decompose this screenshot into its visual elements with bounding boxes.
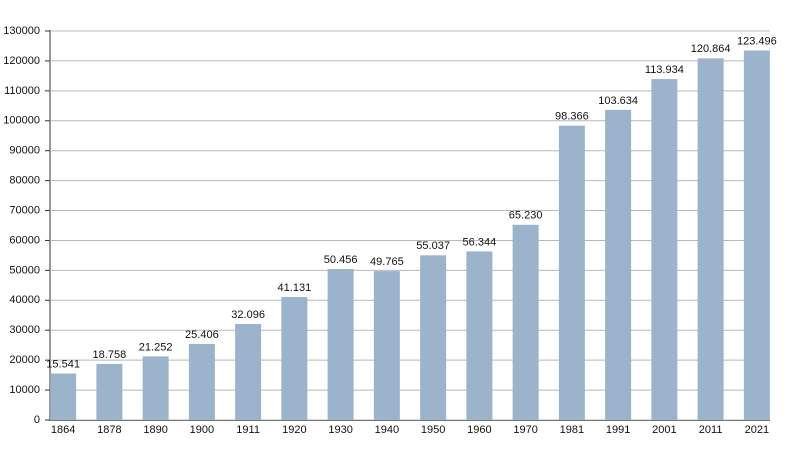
bar	[743, 50, 770, 420]
bar	[281, 296, 308, 420]
x-tick-label: 2011	[699, 424, 723, 436]
value-label: 49.765	[370, 256, 404, 268]
x-tick-label: 1900	[190, 424, 214, 436]
bar	[512, 224, 539, 420]
x-tick-label: 1920	[282, 424, 306, 436]
x-tick-label: 1960	[467, 424, 491, 436]
y-tick-label: 100000	[3, 115, 40, 127]
value-label: 65.230	[509, 210, 543, 222]
y-tick-label: 10000	[9, 384, 40, 396]
x-tick-label: 2001	[652, 424, 676, 436]
bar	[651, 79, 678, 421]
y-tick-label: 30000	[9, 324, 40, 336]
value-label: 21.252	[139, 341, 173, 353]
value-label: 103.634	[598, 95, 638, 107]
bar	[142, 356, 169, 420]
value-label: 18.758	[93, 349, 127, 361]
bar	[420, 255, 447, 420]
y-tick-label: 20000	[9, 354, 40, 366]
x-tick-label: 1981	[560, 424, 584, 436]
x-tick-label: 1890	[143, 424, 167, 436]
value-label: 113.934	[645, 64, 684, 76]
y-tick-label: 70000	[9, 204, 40, 216]
value-label: 123.496	[737, 35, 777, 47]
value-label: 120.864	[691, 43, 731, 55]
x-tick-label: 2021	[745, 424, 769, 436]
x-tick-label: 1864	[51, 424, 75, 436]
y-tick-label: 60000	[9, 234, 40, 246]
y-tick-label: 0	[34, 414, 40, 426]
bar	[188, 343, 215, 420]
bar	[558, 125, 585, 420]
x-tick-label: 1930	[328, 424, 352, 436]
bar	[235, 323, 262, 420]
y-tick-label: 90000	[9, 145, 40, 157]
value-label: 32.096	[231, 309, 265, 321]
bar	[327, 269, 354, 420]
x-tick-label: 1970	[513, 424, 537, 436]
x-tick-label: 1950	[421, 424, 445, 436]
bar	[697, 58, 724, 421]
x-tick-label: 1991	[606, 424, 630, 436]
bar	[50, 373, 77, 420]
value-label: 41.131	[278, 282, 312, 294]
value-label: 98.366	[555, 111, 589, 123]
bar	[466, 251, 493, 420]
x-tick-label: 1878	[97, 424, 121, 436]
y-tick-label: 80000	[9, 175, 40, 187]
y-tick-label: 130000	[3, 25, 40, 37]
x-tick-label: 1911	[236, 424, 260, 436]
bar	[605, 109, 632, 420]
y-tick-label: 120000	[3, 55, 40, 67]
value-label: 56.344	[463, 236, 497, 248]
value-label: 25.406	[185, 329, 219, 341]
value-label: 50.456	[324, 254, 358, 266]
x-tick-label: 1940	[375, 424, 399, 436]
y-tick-label: 110000	[4, 85, 40, 97]
bar	[373, 271, 400, 420]
y-tick-label: 40000	[9, 294, 40, 306]
value-label: 15.541	[46, 358, 80, 370]
y-tick-label: 50000	[9, 264, 40, 276]
value-label: 55.037	[416, 240, 450, 252]
bar	[96, 363, 123, 420]
